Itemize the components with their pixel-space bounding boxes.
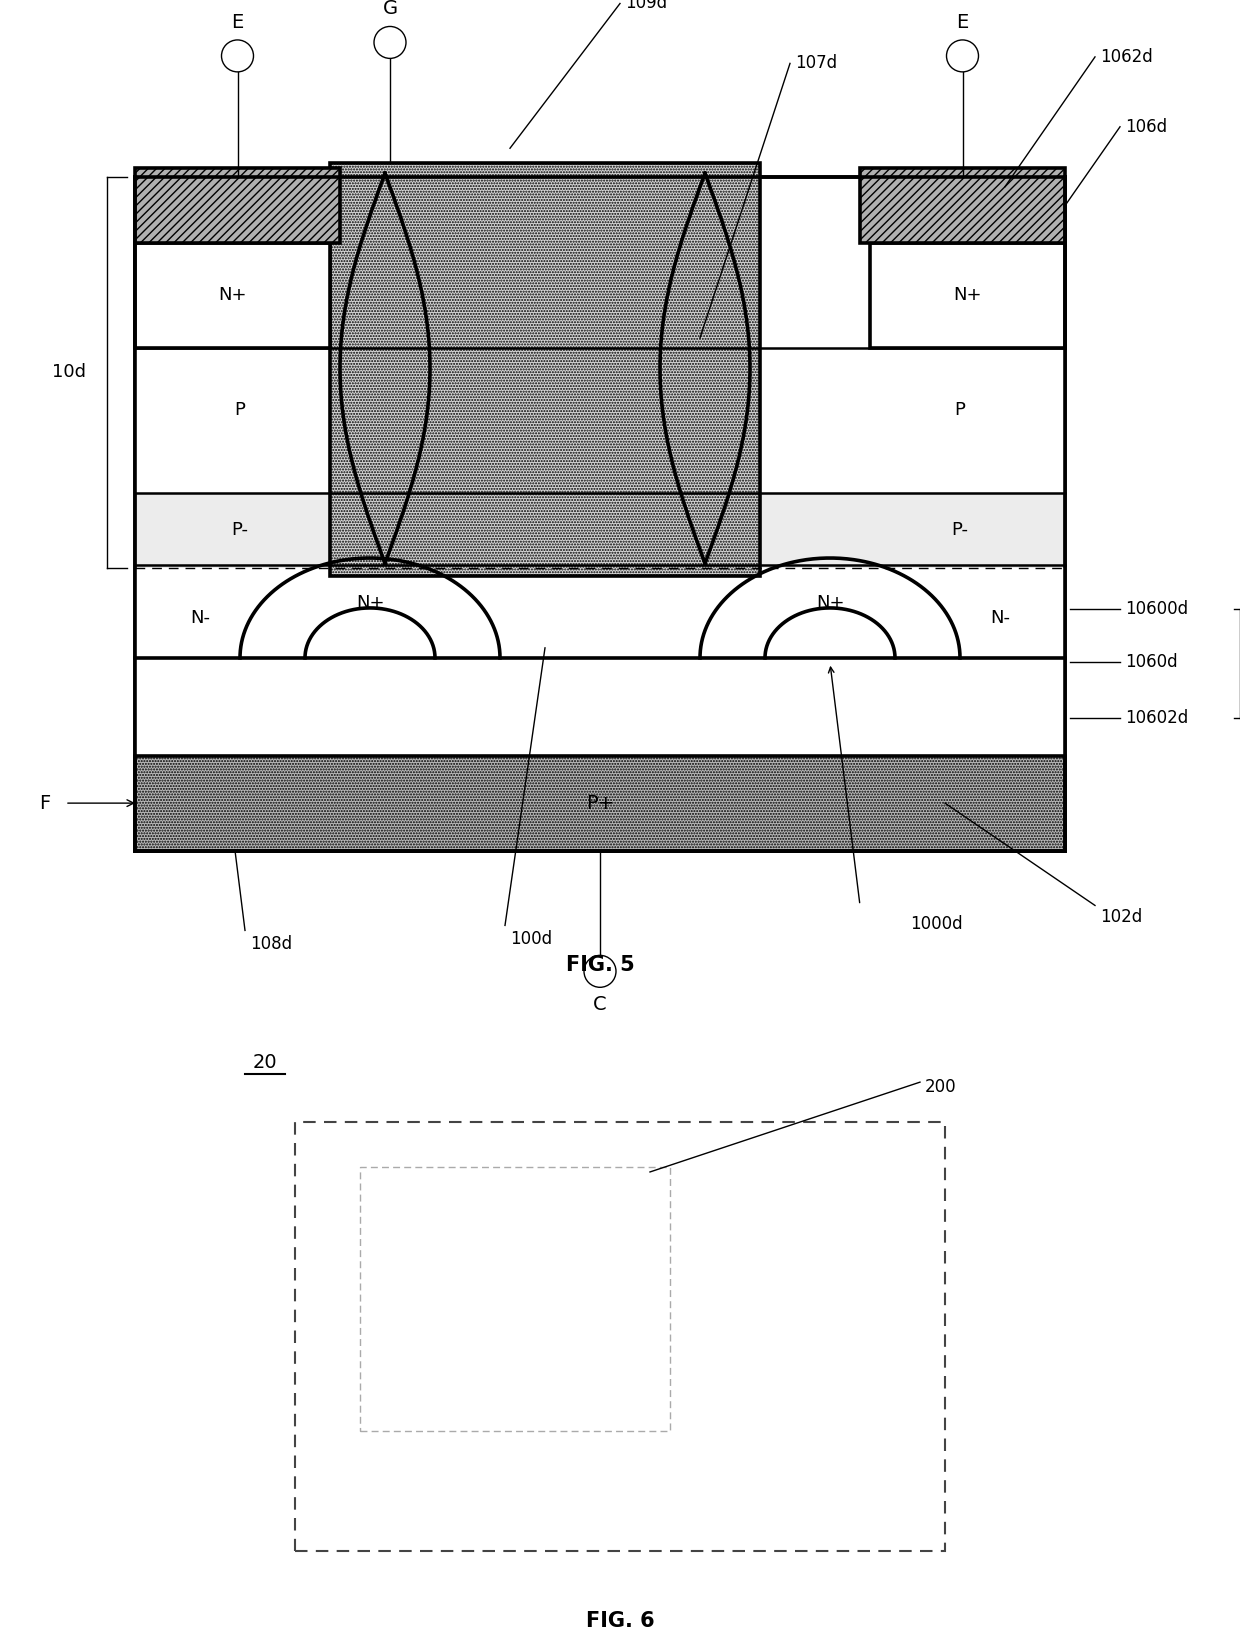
Bar — [135, 244, 330, 347]
Bar — [135, 568, 1065, 756]
Text: C: C — [593, 996, 606, 1014]
Text: 1060d: 1060d — [1125, 652, 1178, 670]
Text: 200: 200 — [925, 1078, 956, 1096]
Text: N-: N- — [190, 609, 210, 627]
Text: 108d: 108d — [250, 935, 293, 953]
Circle shape — [584, 955, 616, 988]
Circle shape — [374, 26, 405, 58]
Bar — [135, 176, 1065, 851]
Text: N+: N+ — [816, 594, 844, 612]
Text: E: E — [956, 13, 968, 31]
Bar — [360, 1167, 670, 1432]
Bar — [135, 168, 340, 244]
Text: N-: N- — [990, 609, 1011, 627]
Text: FIG. 6: FIG. 6 — [585, 1611, 655, 1631]
Text: 100d: 100d — [510, 930, 552, 948]
Text: P: P — [234, 402, 246, 420]
Text: 10602d: 10602d — [1125, 709, 1188, 728]
Text: 102d: 102d — [1100, 909, 1142, 927]
Text: 10d: 10d — [52, 364, 86, 382]
Text: 109d: 109d — [625, 0, 667, 13]
Text: 1062d: 1062d — [1100, 48, 1153, 66]
Text: P-: P- — [951, 522, 968, 540]
Bar — [295, 1123, 945, 1551]
Text: 20: 20 — [253, 1053, 278, 1072]
Text: G: G — [382, 0, 398, 18]
Bar — [870, 244, 1065, 347]
Text: P: P — [955, 402, 966, 420]
Bar — [861, 168, 1065, 244]
Bar — [135, 756, 1065, 851]
Text: P+: P+ — [587, 793, 614, 813]
Text: 107d: 107d — [795, 54, 837, 72]
Circle shape — [222, 40, 253, 72]
Text: 10600d: 10600d — [1125, 599, 1188, 617]
Bar — [135, 756, 1065, 851]
Text: 106d: 106d — [1125, 119, 1167, 135]
Text: P-: P- — [232, 522, 248, 540]
Bar — [135, 492, 1065, 568]
Text: N+: N+ — [356, 594, 384, 612]
Text: FIG. 5: FIG. 5 — [565, 955, 635, 976]
Text: N+: N+ — [218, 286, 247, 305]
Bar — [135, 347, 1065, 492]
Text: F: F — [38, 793, 50, 813]
Circle shape — [946, 40, 978, 72]
Text: E: E — [232, 13, 243, 31]
Text: N+: N+ — [954, 286, 982, 305]
Bar — [330, 163, 760, 576]
Text: 1000d: 1000d — [910, 915, 962, 933]
